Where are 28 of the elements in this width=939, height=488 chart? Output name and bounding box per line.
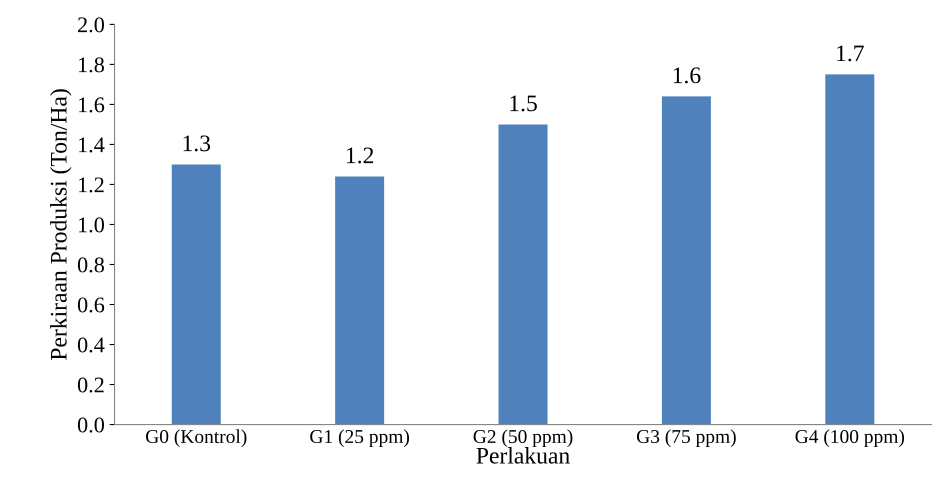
y-tick-label: 2.0 [78, 17, 104, 32]
y-tick-label: 0.8 [78, 257, 104, 273]
bar [825, 74, 874, 425]
y-tick-label: 0.6 [78, 297, 104, 313]
bar [498, 124, 548, 425]
bar [335, 176, 384, 425]
data-label: 1.7 [837, 45, 864, 62]
bar [172, 164, 221, 425]
y-axis-title: Perkiraan Produksi (Ton/Ha) [50, 89, 72, 360]
y-tick-label: 0.4 [78, 337, 104, 353]
bar [662, 96, 711, 425]
y-tick-label: 0.0 [78, 417, 104, 433]
x-tick-label: G4 (100 ppm) [796, 429, 904, 448]
y-tick-label: 1.6 [79, 97, 104, 112]
y-tick-label: 1.8 [79, 57, 104, 72]
data-label: 1.2 [346, 147, 374, 164]
data-label: 1.3 [184, 135, 210, 152]
x-tick-label: G0 (Kontrol) [146, 429, 246, 448]
x-tick-label: G2 (50 ppm) [474, 429, 572, 448]
x-tick-label: G3 (75 ppm) [636, 429, 736, 448]
x-axis-title: Perlakuan [476, 447, 570, 464]
y-tick-label: 1.4 [79, 137, 104, 152]
data-label: 1.5 [510, 95, 537, 112]
x-tick-label: G1 (25 ppm) [310, 429, 410, 448]
data-label: 1.6 [674, 67, 700, 84]
y-tick-label: 0.2 [78, 377, 104, 393]
y-tick-label: 1.2 [79, 177, 104, 192]
y-tick-label: 1.0 [79, 217, 104, 233]
